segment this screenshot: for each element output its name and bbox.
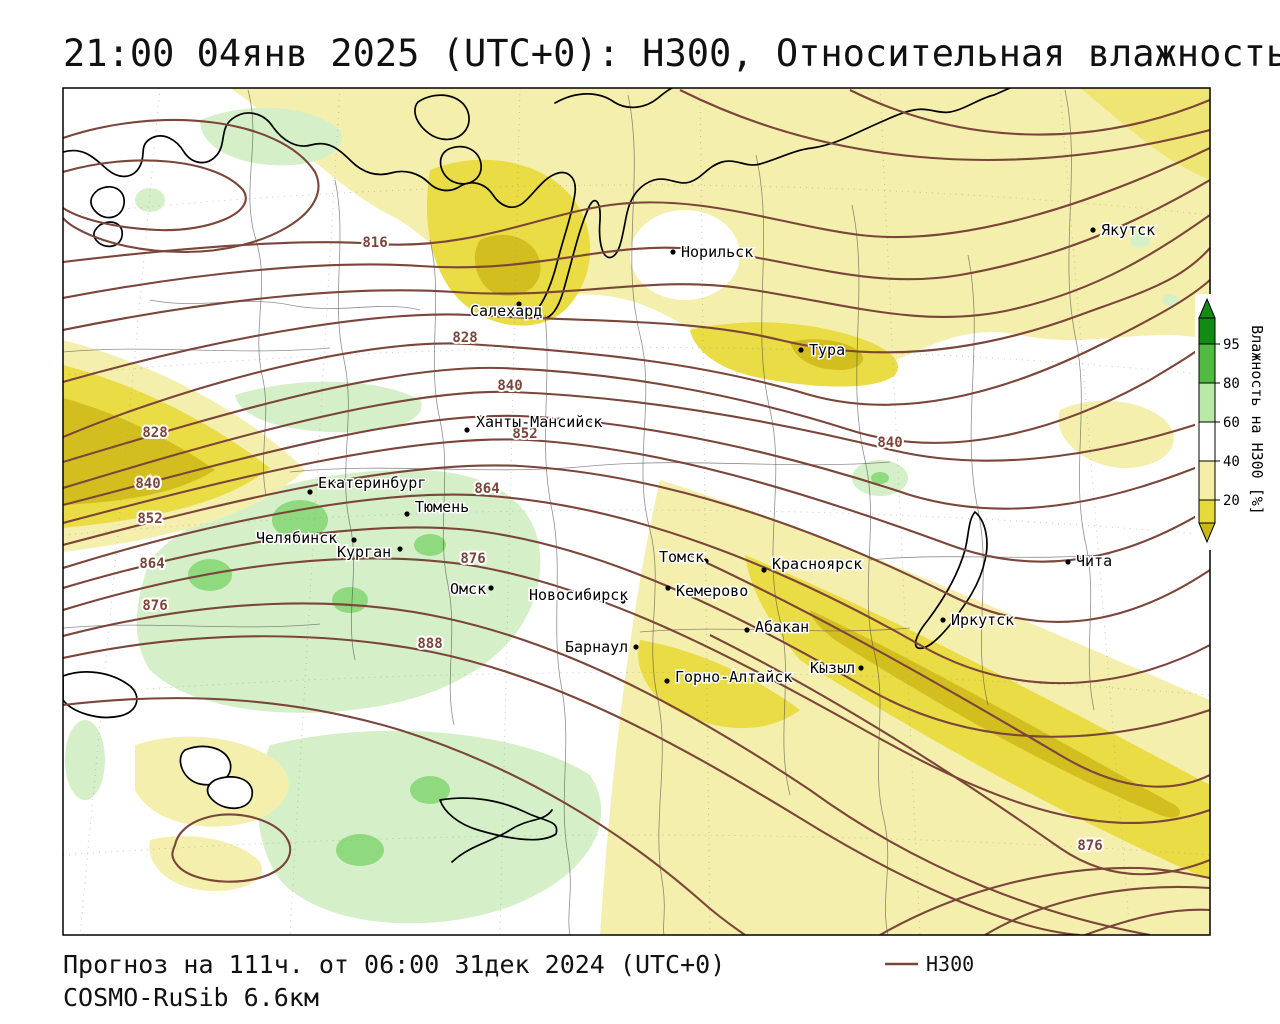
colorbar-seg-20-40: [1198, 460, 1216, 501]
city-dot: [404, 511, 410, 517]
footer: Прогноз на 111ч. от 06:00 31дек 2024 (UT…: [63, 950, 974, 1012]
colorbar-tick-label: 40: [1223, 454, 1240, 470]
city-label: Горно-Алтайск: [675, 668, 792, 686]
contour-value-label: 864: [139, 556, 164, 572]
map-area: 816 828 840 852 864 876 888 828 840 852 864 876 840 8…: [63, 88, 1210, 935]
city-dot: [744, 627, 750, 633]
contour-lines-layer: [63, 89, 1210, 935]
city-dot: [670, 249, 676, 255]
city-dot: [665, 585, 671, 591]
contour-value-label: 888: [417, 636, 442, 652]
contour-value-label: 876: [142, 598, 167, 614]
city-dot: [940, 617, 946, 623]
city-label: Томск: [659, 548, 704, 566]
city-dot: [761, 567, 767, 573]
city-label: Кызыл: [810, 659, 855, 677]
contour-value-label: 840: [877, 435, 902, 451]
contour-value-label: 840: [497, 378, 522, 394]
contour-value-label: 828: [452, 330, 477, 346]
city-dot: [1065, 559, 1071, 565]
contour-labels-layer: 816 828 840 852 864 876 888 828 840 852 864 876 840 8…: [133, 233, 1104, 856]
city-label: Чита: [1076, 552, 1112, 570]
city-label: Якутск: [1101, 221, 1155, 239]
city-label: Новосибирск: [529, 586, 628, 604]
city-dot: [351, 537, 357, 543]
contour-value-label: 876: [460, 551, 485, 567]
contour-value-label: 828: [142, 425, 167, 441]
city-label: Тура: [809, 341, 845, 359]
city-dot: [397, 546, 403, 552]
city-dot: [620, 598, 626, 604]
city-dot: [858, 665, 864, 671]
colorbar-seg-80-95: [1198, 343, 1216, 384]
city-label: Кемерово: [676, 582, 748, 600]
contour-value-label: 852: [137, 511, 162, 527]
colorbar-seg-40-60: [1198, 421, 1216, 462]
city-label: Ханты-Мансийск: [476, 413, 602, 431]
city-dot: [488, 585, 494, 591]
city-label: Абакан: [755, 618, 809, 636]
colorbar-seg-60-80: [1198, 382, 1216, 423]
city-dot: [464, 427, 470, 433]
city-dot: [633, 644, 639, 650]
graticule-layer: [63, 88, 1210, 935]
city-dot: [664, 678, 670, 684]
colorbar-seg-95plus: [1198, 317, 1216, 345]
city-label: Екатеринбург: [318, 474, 426, 492]
legend-label: H300: [926, 952, 974, 976]
contour-value-label: 876: [1077, 838, 1102, 854]
city-label: Омск: [450, 580, 486, 598]
city-dot: [798, 347, 804, 353]
cities-layer: Норильск Якутск Салехард Тура Ханты-Мансийск…: [255, 220, 1157, 688]
city-dot: [516, 301, 522, 307]
contour-value-label: 852: [512, 426, 537, 442]
city-dot: [703, 558, 709, 564]
city-dot: [1090, 227, 1096, 233]
colorbar-seg-below20: [1198, 499, 1216, 524]
contour-value-label: 864: [474, 481, 499, 497]
colorbar: 95 80 60 40 20 Влажность на H300 [%]: [1195, 294, 1266, 550]
city-label: Тюмень: [415, 498, 469, 516]
colorbar-ticks-layer: 95 80 60 40 20: [1215, 337, 1240, 509]
city-label: Челябинск: [256, 529, 337, 547]
contour-value-label: 840: [135, 476, 160, 492]
colorbar-title: Влажность на H300 [%]: [1248, 325, 1266, 515]
colorbar-tick-label: 20: [1223, 493, 1240, 509]
colorbar-tick-label: 80: [1223, 376, 1240, 392]
model-info: COSMO-RuSib 6.6км: [63, 983, 319, 1012]
city-label: Барнаул: [565, 638, 628, 656]
city-dot: [307, 489, 313, 495]
colorbar-arrow-bottom: [1198, 522, 1216, 544]
colorbar-tick-label: 95: [1223, 337, 1240, 353]
city-label: Иркутск: [951, 611, 1014, 629]
forecast-info: Прогноз на 111ч. от 06:00 31дек 2024 (UT…: [63, 950, 725, 979]
city-label: Норильск: [681, 243, 753, 261]
page-title: 21:00 04янв 2025 (UTC+0): H300, Относите…: [63, 32, 1280, 75]
city-label: Курган: [337, 543, 391, 561]
city-label: Салехард: [470, 302, 542, 320]
contour-value-label: 816: [362, 235, 387, 251]
colorbar-tick-label: 60: [1223, 415, 1240, 431]
city-label: Красноярск: [772, 555, 862, 573]
